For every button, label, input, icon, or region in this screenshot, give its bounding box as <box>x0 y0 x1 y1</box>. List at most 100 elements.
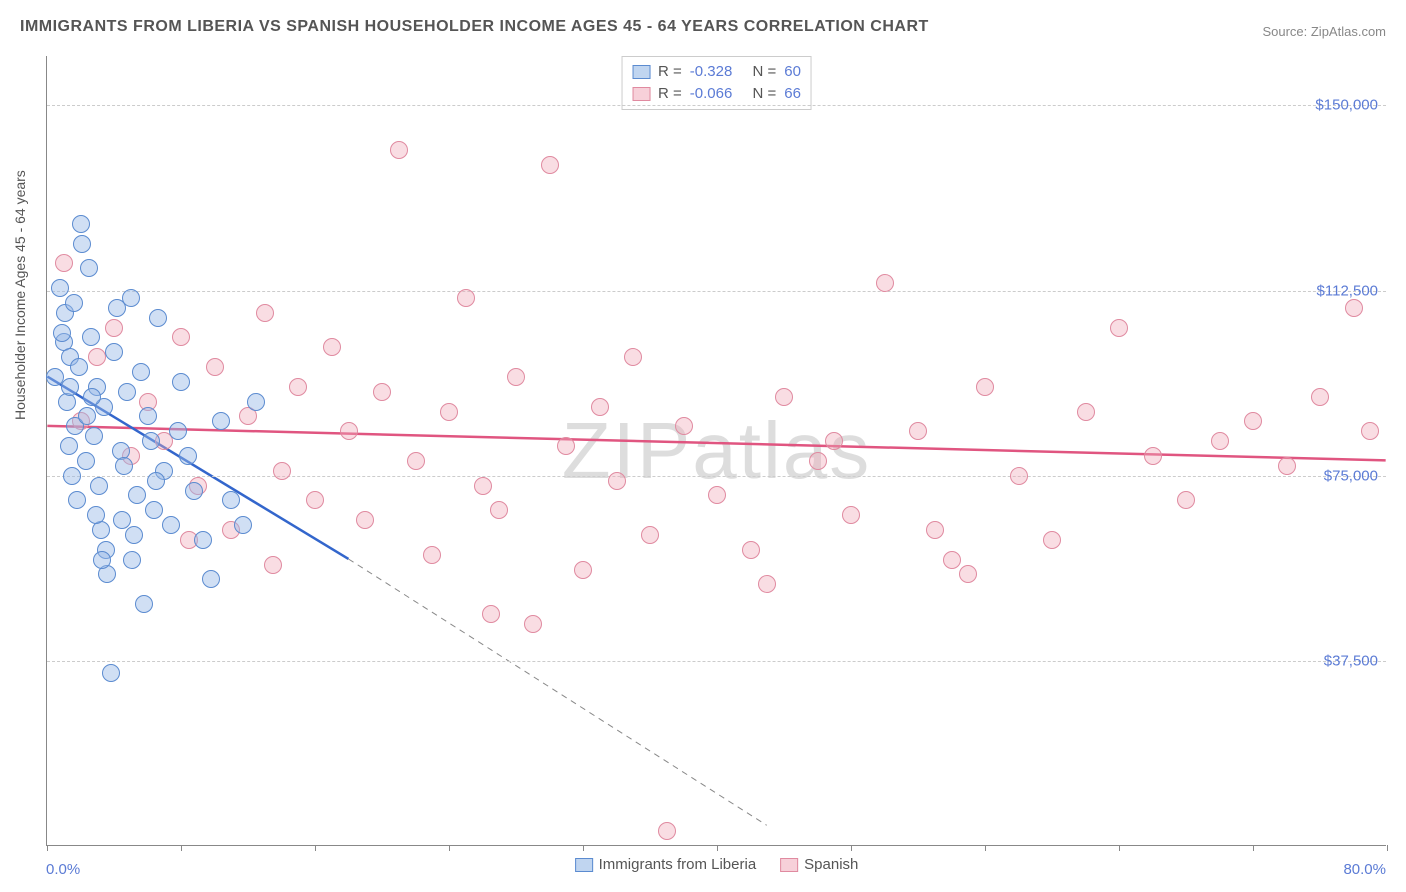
r-label: R = <box>658 83 682 105</box>
data-point <box>474 477 492 495</box>
x-tick <box>1119 845 1120 851</box>
data-point <box>172 373 190 391</box>
y-tick-label: $75,000 <box>1324 467 1378 484</box>
data-point <box>234 516 252 534</box>
data-point <box>162 516 180 534</box>
n-label: N = <box>753 83 777 105</box>
data-point <box>128 486 146 504</box>
gridline <box>47 105 1386 106</box>
data-point <box>373 383 391 401</box>
data-point <box>340 422 358 440</box>
data-point <box>675 417 693 435</box>
data-point <box>591 398 609 416</box>
data-point <box>68 491 86 509</box>
data-point <box>102 664 120 682</box>
correlation-legend: R = -0.328 N = 60 R = -0.066 N = 66 <box>621 56 812 110</box>
x-tick <box>449 845 450 851</box>
plot-area: ZIPatlas R = -0.328 N = 60 R = -0.066 N … <box>46 56 1386 846</box>
swatch-blue-icon <box>575 858 593 872</box>
data-point <box>959 565 977 583</box>
data-point <box>105 343 123 361</box>
data-point <box>185 482 203 500</box>
data-point <box>557 437 575 455</box>
data-point <box>742 541 760 559</box>
data-point <box>1244 412 1262 430</box>
data-point <box>147 472 165 490</box>
data-point <box>115 457 133 475</box>
data-point <box>758 575 776 593</box>
data-point <box>122 289 140 307</box>
data-point <box>1211 432 1229 450</box>
data-point <box>289 378 307 396</box>
chart-title: IMMIGRANTS FROM LIBERIA VS SPANISH HOUSE… <box>20 18 929 36</box>
data-point <box>1177 491 1195 509</box>
data-point <box>60 437 78 455</box>
data-point <box>264 556 282 574</box>
r-value-2: -0.066 <box>690 83 733 105</box>
data-point <box>390 141 408 159</box>
data-point <box>55 254 73 272</box>
data-point <box>70 358 88 376</box>
data-point <box>145 501 163 519</box>
data-point <box>1110 319 1128 337</box>
data-point <box>1043 531 1061 549</box>
trend-lines <box>47 56 1386 845</box>
data-point <box>61 378 79 396</box>
data-point <box>641 526 659 544</box>
data-point <box>356 511 374 529</box>
data-point <box>65 294 83 312</box>
data-point <box>90 477 108 495</box>
x-tick <box>47 845 48 851</box>
data-point <box>608 472 626 490</box>
n-value-1: 60 <box>784 61 801 83</box>
data-point <box>1345 299 1363 317</box>
n-value-2: 66 <box>784 83 801 105</box>
data-point <box>708 486 726 504</box>
r-label: R = <box>658 61 682 83</box>
data-point <box>1361 422 1379 440</box>
data-point <box>524 615 542 633</box>
data-point <box>658 822 676 840</box>
data-point <box>541 156 559 174</box>
data-point <box>909 422 927 440</box>
data-point <box>222 491 240 509</box>
gridline <box>47 291 1386 292</box>
data-point <box>457 289 475 307</box>
x-tick <box>583 845 584 851</box>
data-point <box>105 319 123 337</box>
data-point <box>926 521 944 539</box>
data-point <box>72 215 90 233</box>
gridline <box>47 661 1386 662</box>
data-point <box>825 432 843 450</box>
swatch-blue-icon <box>632 65 650 79</box>
data-point <box>73 235 91 253</box>
data-point <box>273 462 291 480</box>
data-point <box>78 407 96 425</box>
source-label: Source: ZipAtlas.com <box>1262 24 1386 39</box>
data-point <box>212 412 230 430</box>
data-point <box>440 403 458 421</box>
data-point <box>247 393 265 411</box>
swatch-pink-icon <box>780 858 798 872</box>
legend-item-1: Immigrants from Liberia <box>575 856 757 873</box>
x-max-label: 80.0% <box>1343 861 1386 878</box>
data-point <box>1077 403 1095 421</box>
data-point <box>77 452 95 470</box>
data-point <box>507 368 525 386</box>
x-tick <box>181 845 182 851</box>
gridline <box>47 476 1386 477</box>
data-point <box>149 309 167 327</box>
data-point <box>125 526 143 544</box>
x-min-label: 0.0% <box>46 861 80 878</box>
data-point <box>624 348 642 366</box>
data-point <box>1311 388 1329 406</box>
x-tick <box>1253 845 1254 851</box>
x-tick <box>851 845 852 851</box>
y-tick-label: $37,500 <box>1324 652 1378 669</box>
data-point <box>256 304 274 322</box>
data-point <box>87 506 105 524</box>
data-point <box>63 467 81 485</box>
data-point <box>172 328 190 346</box>
data-point <box>51 279 69 297</box>
data-point <box>490 501 508 519</box>
